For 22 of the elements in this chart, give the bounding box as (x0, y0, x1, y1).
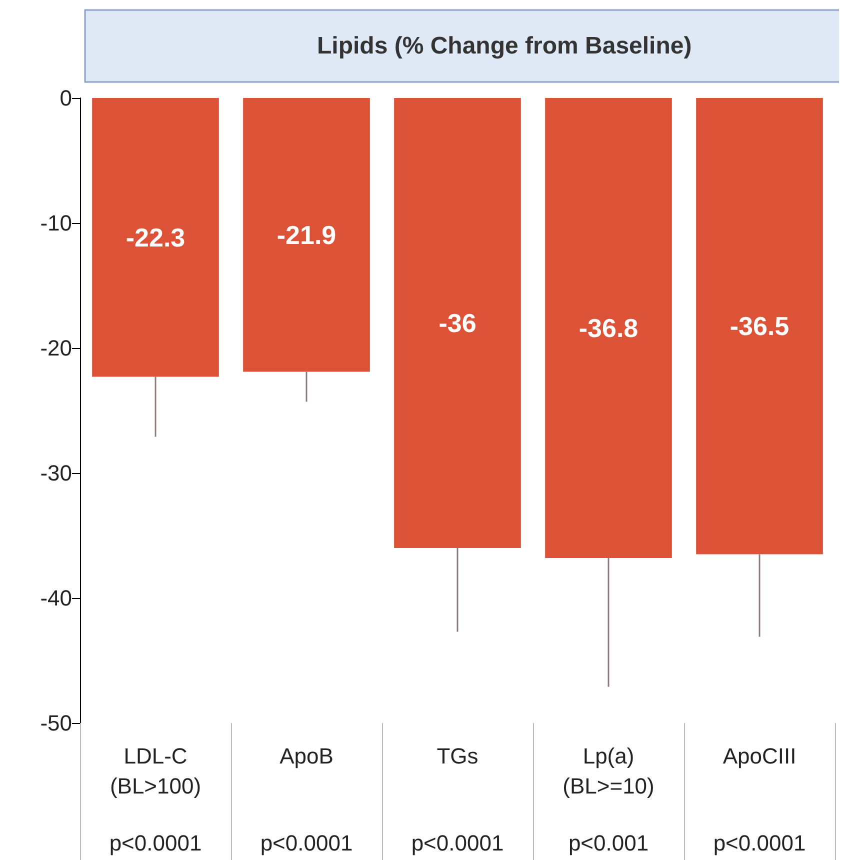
y-tick-label: -30 (40, 460, 72, 486)
data-label: -22.3 (126, 222, 186, 252)
text: p<0.0001 (260, 830, 353, 856)
y-tick-label: -20 (40, 336, 72, 360)
y-tick-label: -40 (40, 586, 72, 610)
y-tick-label: 0 (60, 86, 72, 110)
data-label: -36.8 (578, 313, 638, 343)
x-tick-label: ApoB (280, 744, 334, 768)
x-tick-label: LDL-C (BL>100) (110, 744, 202, 798)
data-label: -36 (438, 308, 476, 338)
text: p<0.0001 (109, 830, 202, 856)
text: p<0.0001 (713, 830, 806, 856)
y-tick-label: -10 (40, 210, 72, 236)
y-tick-label: -50 (40, 710, 72, 736)
chart-title: Lipids (% Change from Baseline) (317, 32, 692, 60)
data-label: -36.5 (730, 311, 790, 342)
text: p<0.0001 (411, 830, 504, 856)
data-label: -21.9 (276, 220, 336, 250)
x-tick-label: Lp(a) (BL>=10) (562, 744, 654, 798)
text: p<0.001 (568, 830, 649, 856)
x-tick-label: ApoCIII (722, 744, 796, 768)
x-tick-label: TGs (436, 744, 478, 768)
